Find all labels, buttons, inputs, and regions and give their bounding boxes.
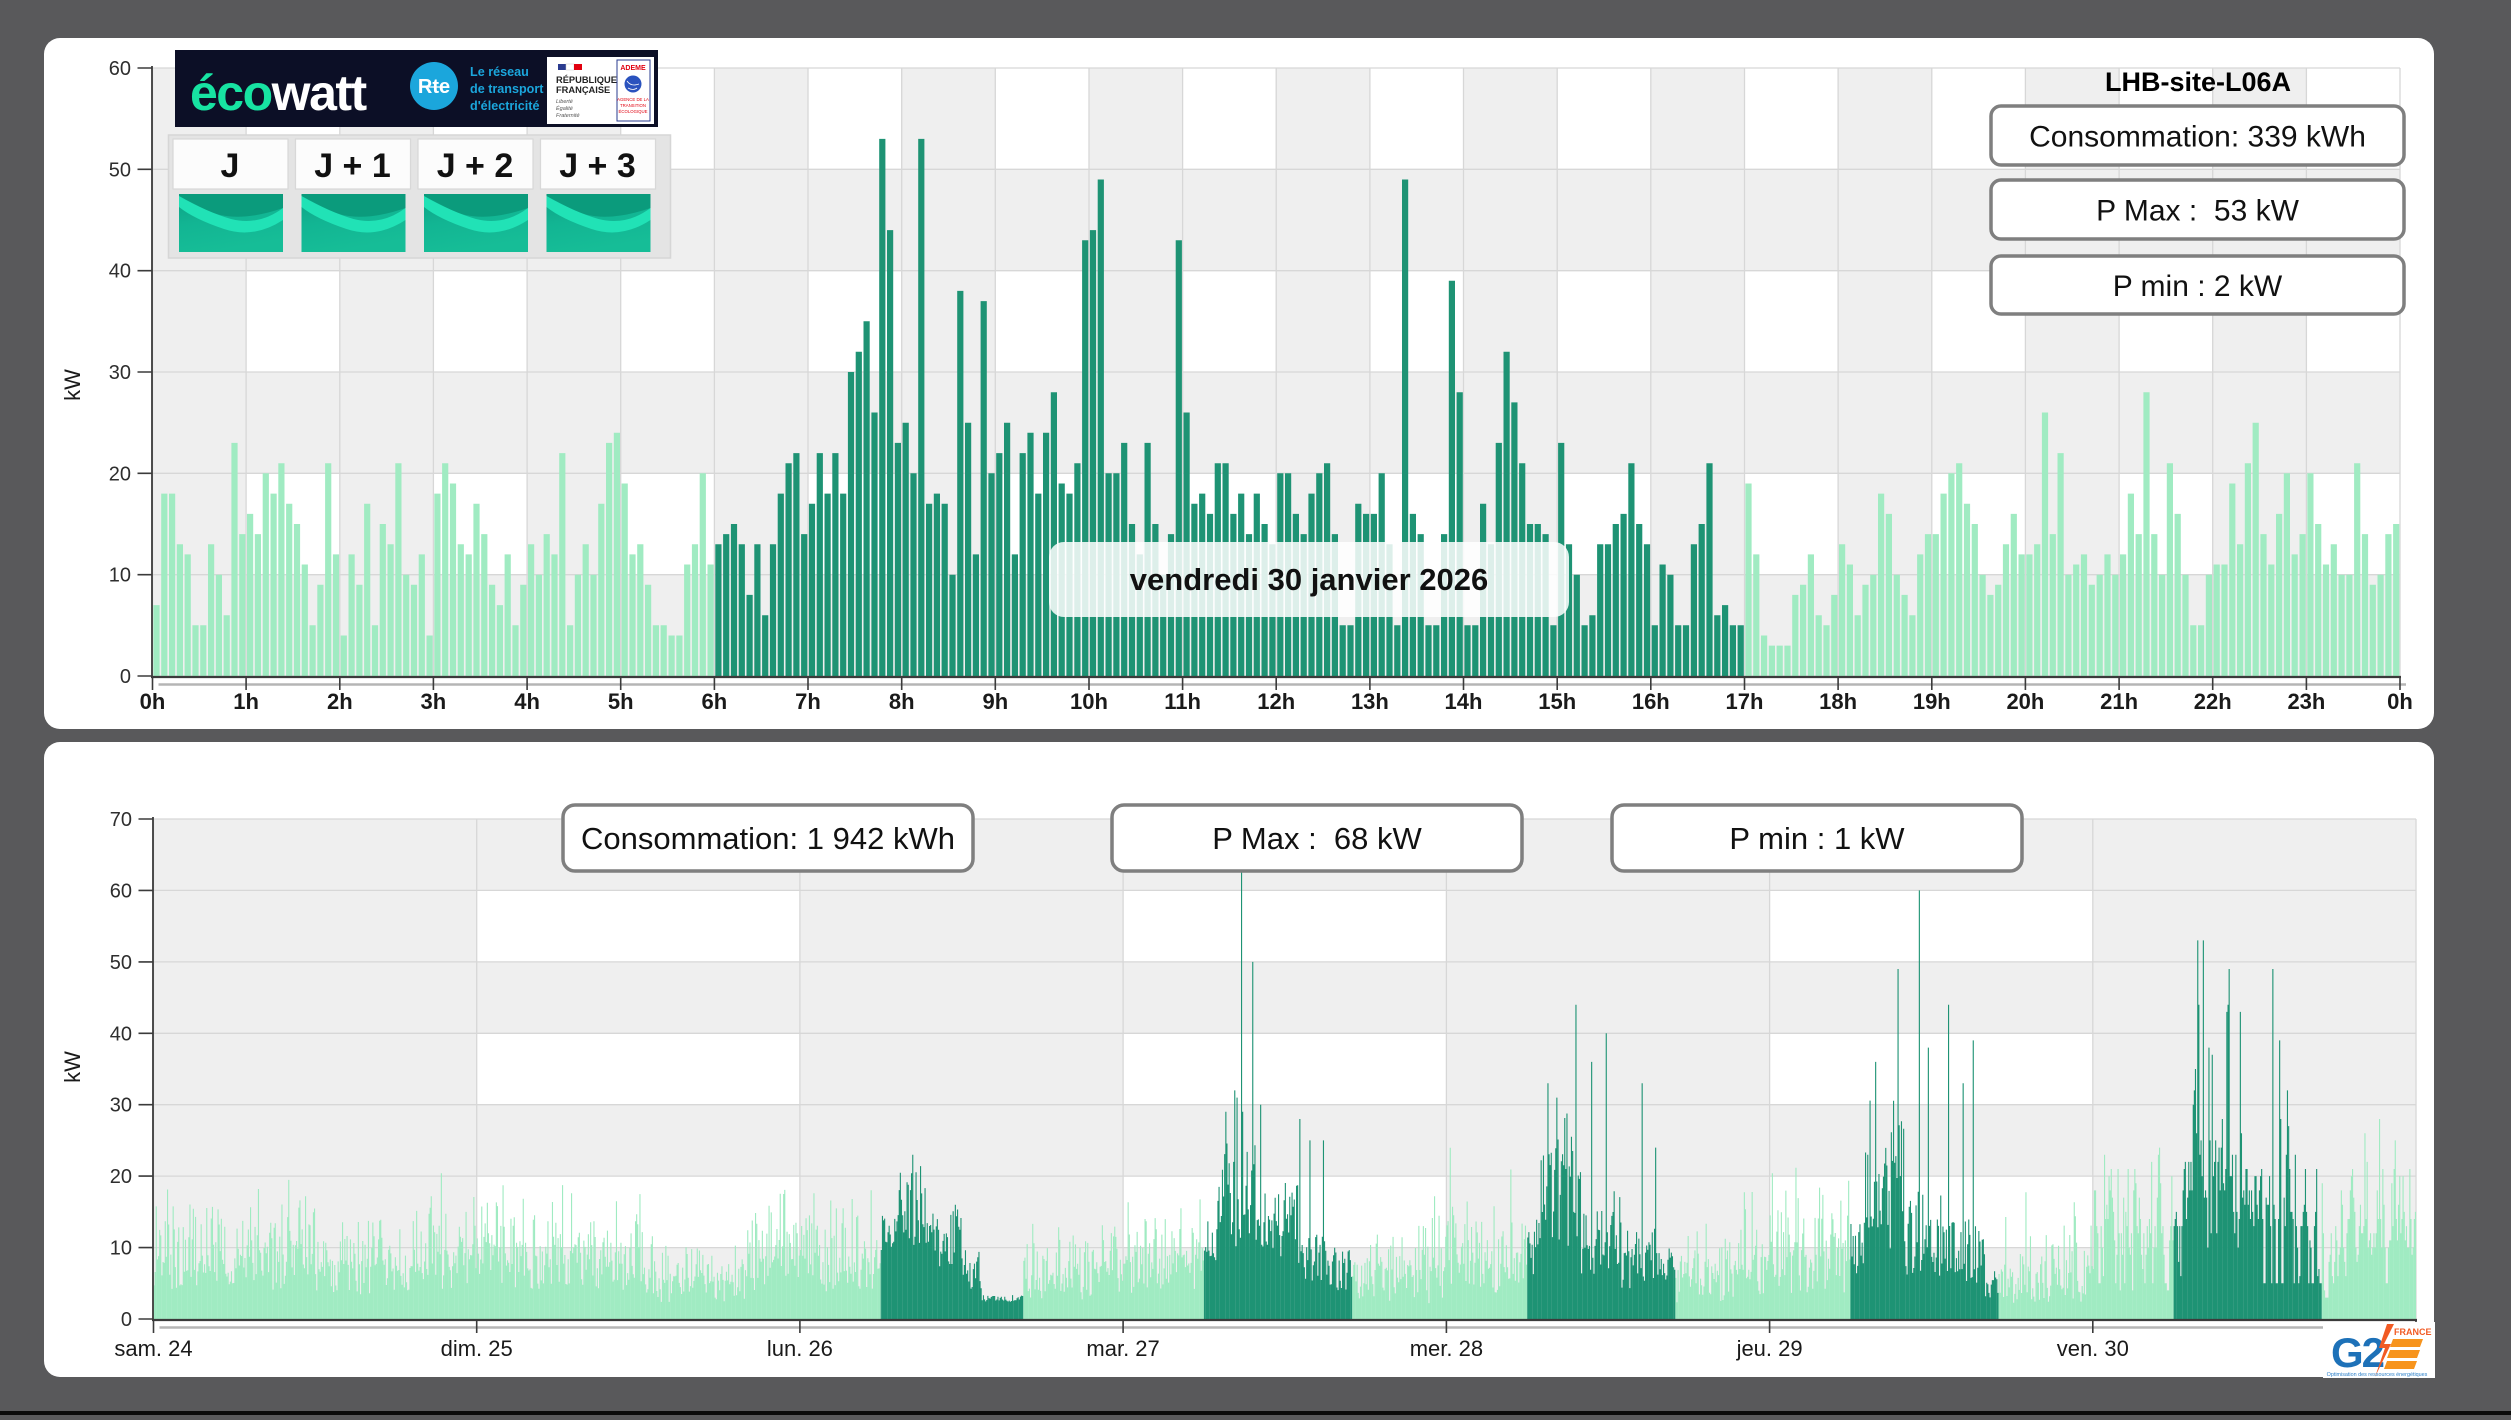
svg-text:kW: kW — [60, 369, 85, 401]
svg-text:TRANSITION: TRANSITION — [620, 103, 646, 108]
svg-text:P Max : 68 kW: P Max : 68 kW — [1212, 821, 1422, 856]
svg-text:0h: 0h — [2387, 689, 2413, 714]
svg-text:ÉCOLOGIQUE: ÉCOLOGIQUE — [619, 109, 648, 114]
svg-text:J + 1: J + 1 — [314, 147, 391, 185]
svg-text:kW: kW — [60, 1051, 85, 1083]
svg-text:10: 10 — [110, 1238, 132, 1260]
svg-text:J + 3: J + 3 — [559, 147, 636, 185]
svg-text:13h: 13h — [1351, 689, 1389, 714]
svg-text:FRANÇAISE: FRANÇAISE — [556, 85, 610, 95]
svg-text:P min : 2 kW: P min : 2 kW — [2113, 270, 2283, 303]
svg-text:20: 20 — [110, 1166, 132, 1188]
svg-text:J: J — [221, 147, 240, 185]
svg-text:dim. 25: dim. 25 — [441, 1336, 513, 1361]
svg-text:18h: 18h — [1819, 689, 1857, 714]
svg-text:Optimisation des ressources én: Optimisation des ressources énergétiques — [2327, 1372, 2428, 1378]
svg-text:5h: 5h — [608, 689, 634, 714]
svg-text:Liberté: Liberté — [556, 99, 573, 105]
svg-text:40: 40 — [110, 1023, 132, 1045]
svg-text:LHB-site-L06A: LHB-site-L06A — [2105, 67, 2291, 97]
svg-text:mer. 28: mer. 28 — [1410, 1336, 1483, 1361]
svg-text:6h: 6h — [702, 689, 728, 714]
svg-text:12h: 12h — [1257, 689, 1295, 714]
svg-text:J + 2: J + 2 — [437, 147, 514, 185]
svg-text:50: 50 — [110, 952, 132, 974]
svg-text:Consommation: 1 942 kWh: Consommation: 1 942 kWh — [581, 821, 955, 856]
svg-text:11h: 11h — [1164, 689, 1201, 714]
svg-text:20: 20 — [109, 463, 131, 485]
svg-text:écowatt: écowatt — [190, 65, 368, 121]
svg-text:3h: 3h — [421, 689, 447, 714]
svg-text:15h: 15h — [1538, 689, 1576, 714]
svg-text:14h: 14h — [1445, 689, 1483, 714]
svg-text:10: 10 — [109, 565, 131, 587]
svg-text:lun. 26: lun. 26 — [767, 1336, 833, 1361]
svg-text:jeu. 29: jeu. 29 — [1736, 1336, 1803, 1361]
svg-text:Le réseau: Le réseau — [470, 65, 529, 79]
svg-text:vendredi 30 janvier 2026: vendredi 30 janvier 2026 — [1130, 562, 1488, 597]
svg-text:19h: 19h — [1913, 689, 1951, 714]
svg-text:Consommation: 339 kWh: Consommation: 339 kWh — [2029, 120, 2366, 153]
svg-text:ven. 30: ven. 30 — [2057, 1336, 2129, 1361]
svg-text:sam. 24: sam. 24 — [114, 1336, 192, 1361]
svg-text:P min : 1 kW: P min : 1 kW — [1729, 821, 1905, 856]
svg-text:30: 30 — [110, 1095, 132, 1117]
svg-text:21h: 21h — [2100, 689, 2138, 714]
svg-text:40: 40 — [109, 261, 131, 283]
svg-text:mar. 27: mar. 27 — [1086, 1336, 1159, 1361]
svg-text:de transport: de transport — [470, 82, 544, 96]
svg-text:22h: 22h — [2194, 689, 2232, 714]
svg-text:P Max : 53 kW: P Max : 53 kW — [2096, 194, 2300, 227]
svg-text:70: 70 — [110, 809, 132, 831]
svg-text:30: 30 — [109, 362, 131, 384]
svg-text:Égalité: Égalité — [556, 105, 573, 112]
svg-text:ADEME: ADEME — [620, 65, 646, 72]
svg-text:FRANCE: FRANCE — [2394, 1327, 2432, 1337]
svg-text:10h: 10h — [1070, 689, 1108, 714]
svg-text:20h: 20h — [2006, 689, 2044, 714]
svg-text:4h: 4h — [514, 689, 540, 714]
svg-text:Fraternité: Fraternité — [556, 113, 580, 119]
svg-text:1h: 1h — [233, 689, 259, 714]
svg-text:0: 0 — [120, 666, 131, 688]
svg-text:60: 60 — [110, 880, 132, 902]
svg-text:17h: 17h — [1726, 689, 1764, 714]
svg-text:d'électricité: d'électricité — [470, 99, 540, 113]
svg-text:0h: 0h — [140, 689, 166, 714]
svg-text:2h: 2h — [327, 689, 353, 714]
svg-text:50: 50 — [109, 159, 131, 181]
svg-text:7h: 7h — [795, 689, 821, 714]
svg-text:60: 60 — [109, 58, 131, 80]
svg-text:0: 0 — [121, 1309, 132, 1331]
svg-text:8h: 8h — [889, 689, 915, 714]
svg-text:9h: 9h — [982, 689, 1008, 714]
svg-text:G2: G2 — [2331, 1329, 2384, 1376]
svg-text:AGENCE DE LA: AGENCE DE LA — [617, 97, 649, 102]
svg-text:RÉPUBLIQUE: RÉPUBLIQUE — [556, 75, 617, 85]
svg-text:16h: 16h — [1632, 689, 1670, 714]
svg-text:23h: 23h — [2287, 689, 2325, 714]
